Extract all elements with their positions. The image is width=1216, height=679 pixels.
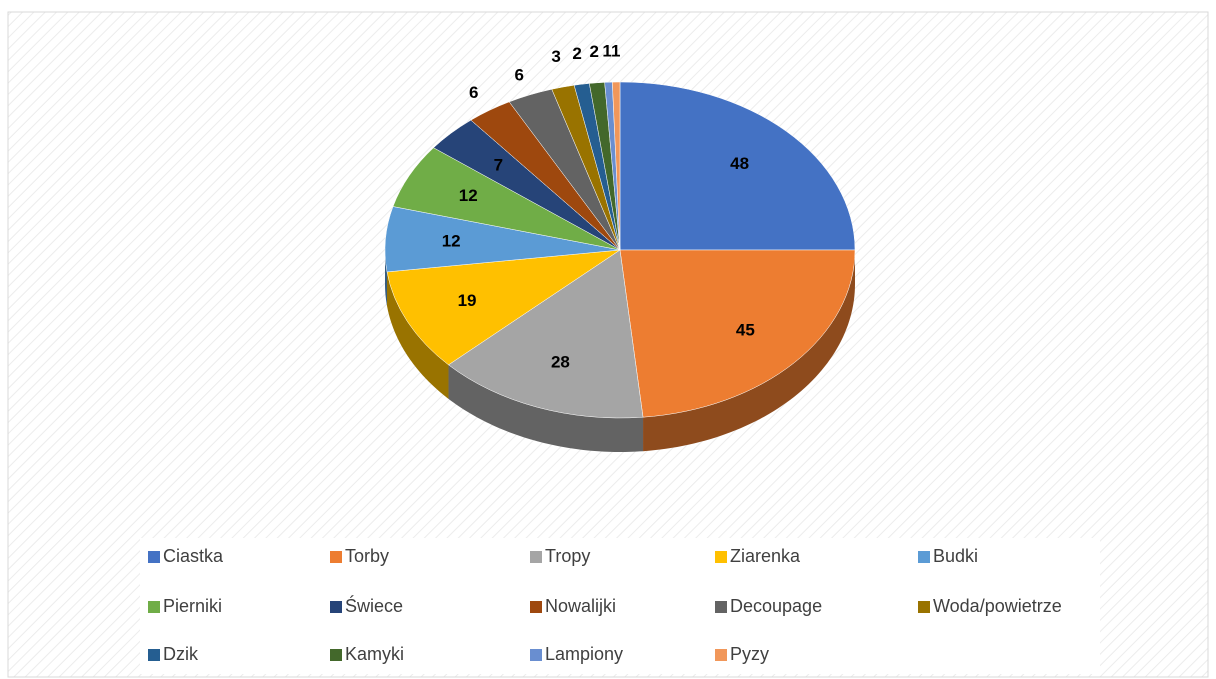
legend-label: Budki: [933, 546, 978, 566]
data-label: 3: [551, 47, 560, 66]
legend-swatch: [330, 649, 342, 661]
data-label: 7: [494, 155, 503, 174]
data-label: 6: [515, 66, 524, 85]
legend-swatch: [148, 649, 160, 661]
legend-swatch: [330, 551, 342, 563]
legend-area: [140, 538, 1100, 674]
data-label: 6: [469, 83, 478, 102]
data-label: 12: [459, 186, 478, 205]
legend-label: Woda/powietrze: [933, 596, 1062, 616]
legend-swatch: [530, 601, 542, 613]
data-label: 2: [589, 42, 598, 61]
legend-label: Dzik: [163, 644, 199, 664]
legend-swatch: [918, 551, 930, 563]
data-label: 12: [442, 232, 461, 251]
legend-label: Torby: [345, 546, 389, 566]
legend-swatch: [715, 601, 727, 613]
pie-slice: [448, 249, 644, 419]
legend-label: Pyzy: [730, 644, 769, 664]
legend-label: Tropy: [545, 546, 590, 566]
pie-side: [385, 250, 388, 306]
data-label: 1: [602, 42, 611, 61]
legend-swatch: [530, 551, 542, 563]
legend-swatch: [530, 649, 542, 661]
data-label: 19: [458, 291, 477, 310]
legend-label: Świece: [345, 595, 403, 616]
legend-swatch: [715, 551, 727, 563]
legend-label: Ciastka: [163, 546, 224, 566]
data-label: 48: [730, 154, 749, 173]
legend: Ciastka Torby Tropy Ziarenka Budki Pierniki Św…: [148, 546, 1062, 664]
legend-swatch: [148, 551, 160, 563]
pie-sides: [385, 250, 855, 452]
pie-slice: [612, 81, 621, 251]
legend-label: Pierniki: [163, 596, 222, 616]
data-label: 2: [572, 44, 581, 63]
legend-swatch: [330, 601, 342, 613]
pie-slice: [619, 81, 856, 251]
legend-label: Nowalijki: [545, 596, 616, 616]
pie-side: [643, 250, 855, 452]
pie-side: [448, 364, 644, 452]
data-label: 45: [736, 321, 755, 340]
legend-label: Decoupage: [730, 596, 822, 616]
legend-label: Kamyki: [345, 644, 404, 664]
legend-swatch: [148, 601, 160, 613]
pie-side: [387, 271, 449, 399]
legend-swatch: [918, 601, 930, 613]
data-label: 1: [611, 41, 620, 60]
legend-swatch: [715, 649, 727, 661]
legend-label: Ziarenka: [730, 546, 801, 566]
pie-slice: [386, 249, 621, 366]
pie-tops: [384, 81, 856, 419]
legend-label: Lampiony: [545, 644, 623, 664]
pie-slice: [619, 249, 856, 418]
data-label: 28: [551, 353, 570, 372]
